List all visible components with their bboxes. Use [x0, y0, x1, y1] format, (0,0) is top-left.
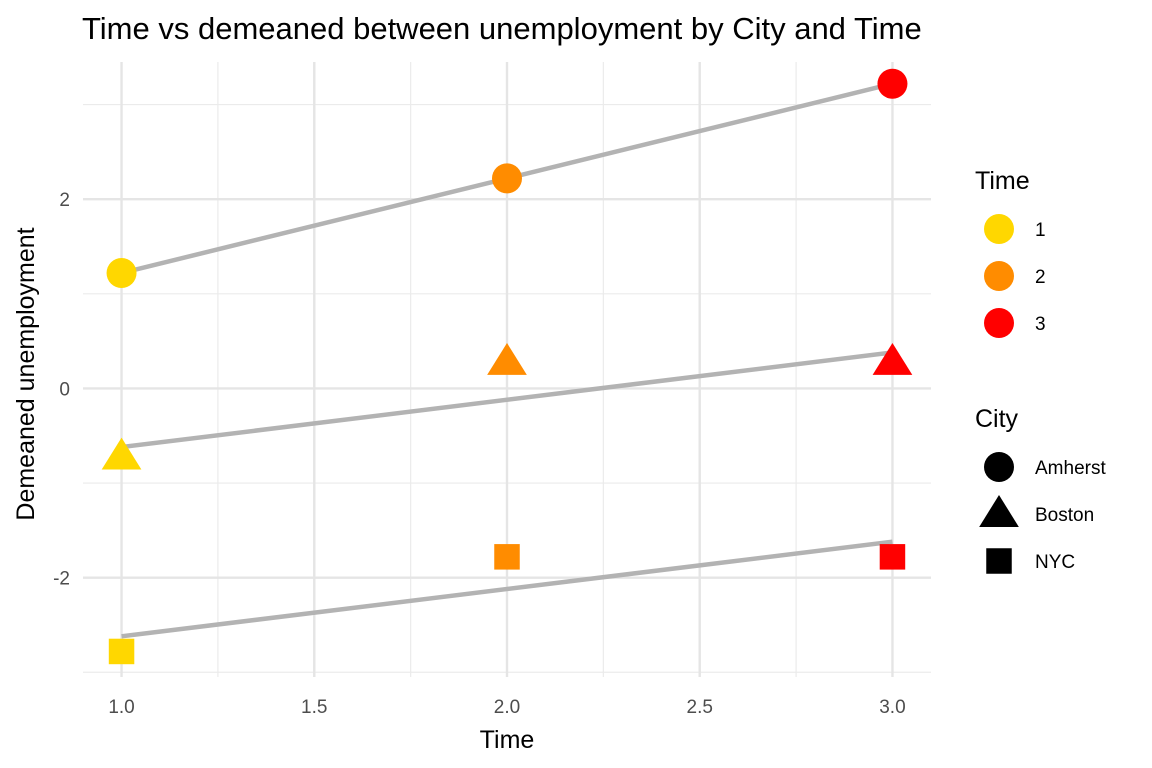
legend-label: Boston — [1035, 505, 1094, 526]
legend-key-boston — [979, 495, 1019, 527]
legend-label: 3 — [1035, 314, 1046, 335]
legends: Time 1 2 3 City Amherst Boston NYC — [975, 167, 1106, 574]
legend-label: 2 — [1035, 267, 1046, 288]
x-tick-label: 2.5 — [687, 697, 713, 718]
data-point-amherst-t3 — [877, 68, 908, 99]
x-tick-label: 1.0 — [108, 697, 134, 718]
legend-key-time-2 — [984, 261, 1014, 291]
legend-time: Time 1 2 3 — [975, 167, 1046, 338]
data-point-amherst-t2 — [492, 163, 522, 194]
data-point-boston-t2 — [487, 342, 527, 375]
data-point-nyc-t2 — [494, 544, 520, 570]
data-points — [101, 68, 913, 665]
y-axis-title: Demeaned unemployment — [12, 227, 40, 520]
x-tick-label: 1.5 — [301, 697, 327, 718]
fit-line-boston — [121, 350, 893, 450]
x-tick-label: 3.0 — [879, 697, 905, 718]
legend-label: NYC — [1035, 552, 1075, 573]
legend-key-amherst — [984, 452, 1014, 482]
data-point-boston-t3 — [872, 342, 913, 375]
legend-key-time-3 — [984, 308, 1014, 338]
legend-title: City — [975, 405, 1019, 433]
y-tick-label: -2 — [53, 569, 70, 590]
x-axis-title: Time — [480, 726, 535, 754]
legend-key-time-1 — [984, 214, 1014, 244]
legend-label: Amherst — [1035, 458, 1106, 479]
data-point-boston-t1 — [101, 437, 142, 470]
legend-title: Time — [975, 167, 1030, 195]
legend-key-nyc — [986, 548, 1012, 574]
data-point-nyc-t1 — [108, 638, 135, 665]
y-tick-label: 0 — [59, 379, 70, 400]
data-point-amherst-t1 — [106, 257, 137, 288]
data-point-nyc-t3 — [879, 544, 906, 570]
x-axis-ticks: 1.0 1.5 2.0 2.5 3.0 — [108, 697, 905, 718]
fit-line-nyc — [121, 539, 893, 639]
y-tick-label: 2 — [59, 190, 70, 211]
y-axis-ticks: -2 0 2 — [53, 190, 70, 589]
x-tick-label: 2.0 — [494, 697, 520, 718]
legend-city: City Amherst Boston NYC — [975, 405, 1106, 574]
legend-label: 1 — [1035, 220, 1046, 241]
chart-title: Time vs demeaned between unemployment by… — [82, 11, 922, 46]
